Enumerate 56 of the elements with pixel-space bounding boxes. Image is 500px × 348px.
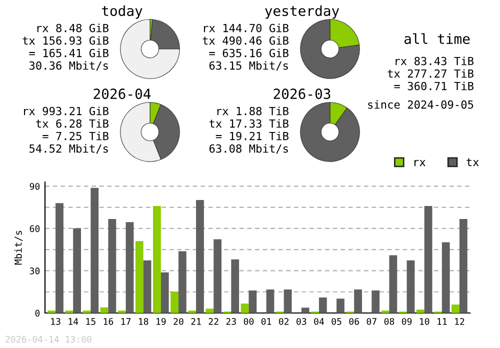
text: rx 144.70 GiB	[204, 24, 288, 32]
x-tick-label: 05	[332, 318, 342, 325]
x-tick-label: 16	[104, 318, 114, 325]
x-tick-label: 14	[68, 318, 78, 325]
y-tick-label: 0	[35, 310, 40, 317]
x-tick-label: 15	[86, 318, 96, 325]
text: = 165.41 GiB	[29, 48, 108, 58]
x-tick-label: 08	[384, 318, 394, 325]
y-tick-label: 60	[30, 225, 40, 232]
text: = 7.25 TiB	[42, 132, 108, 140]
x-tick-label: 09	[402, 318, 412, 325]
x-tick-label: 23	[226, 318, 236, 325]
chart-title: today	[102, 5, 142, 19]
x-tick-label: 02	[278, 318, 289, 325]
y-tick-label: 30	[30, 267, 40, 274]
x-tick-label: 19	[156, 318, 166, 325]
x-tick-label: 00	[244, 318, 254, 325]
x-tick-label: 20	[174, 318, 184, 325]
text: = 360.71 TiB	[394, 82, 474, 90]
text: = 19.21 TiB	[216, 132, 288, 140]
x-tick-label: 11	[438, 318, 447, 325]
text: 63.08 Mbit/s	[209, 144, 288, 154]
chart-title: 2026-04	[94, 88, 151, 100]
text: rx 993.21 GiB	[24, 106, 108, 116]
x-tick-label: 18	[138, 318, 148, 325]
y-axis-title: Mbit/s	[14, 230, 23, 265]
chart-title: yesterday	[265, 5, 340, 19]
text: tx 277.27 TiB	[388, 69, 474, 78]
legend-label: rx	[414, 160, 426, 166]
text: tx 156.93 GiB	[22, 36, 108, 45]
text: all time	[404, 33, 470, 44]
x-tick-label: 12	[455, 318, 464, 325]
x-tick-label: 03	[296, 318, 306, 325]
text: 63.15 Mbit/s	[209, 61, 288, 71]
x-tick-label: 17	[121, 318, 131, 325]
x-tick-label: 01	[261, 318, 272, 325]
x-tick-label: 22	[208, 318, 218, 325]
text: = 635.16 GiB	[209, 48, 288, 58]
x-tick-label: 06	[349, 318, 359, 325]
x-tick-label: 07	[366, 318, 376, 325]
text: tx 6.28 TiB	[36, 119, 108, 128]
text: rx 83.43 TiB	[396, 56, 474, 66]
x-tick-label: 21	[191, 318, 201, 325]
x-tick-label: 10	[420, 318, 430, 325]
text: tx 490.46 GiB	[202, 36, 288, 45]
legend-label: tx	[466, 158, 479, 166]
text: rx 8.48 GiB	[37, 24, 108, 32]
text: tx 17.33 TiB	[209, 119, 288, 128]
x-tick-label: 13	[51, 318, 60, 325]
chart-title: 2026-03	[274, 88, 330, 100]
text: 30.36 Mbit/s	[29, 61, 108, 71]
text: 54.52 Mbit/s	[30, 144, 108, 154]
text: since 2024-09-05	[368, 100, 474, 109]
y-tick-label: 90	[30, 182, 40, 190]
x-tick-label: 04	[314, 318, 324, 325]
text: rx 1.88 TiB	[217, 106, 288, 116]
